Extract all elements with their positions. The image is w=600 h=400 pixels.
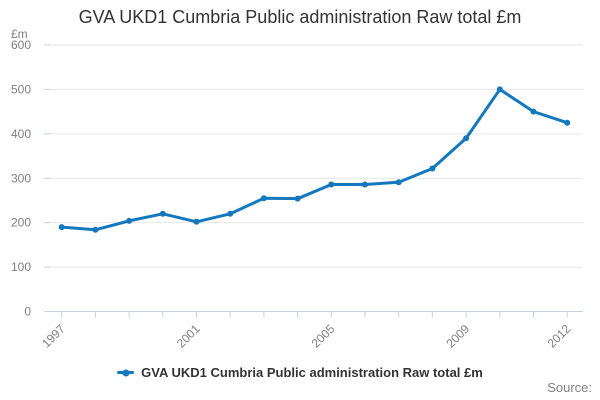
y-tick-label: 200: [11, 216, 31, 230]
data-point-marker: [260, 195, 267, 202]
data-point-marker: [530, 108, 537, 115]
data-point-marker: [58, 224, 65, 231]
data-point-marker: [227, 210, 234, 217]
data-point-marker: [362, 181, 368, 188]
data-point-marker: [429, 165, 436, 172]
source-label: Source:: [547, 380, 592, 395]
y-tick-label: 500: [11, 82, 31, 96]
x-tick-label: 2009: [443, 321, 472, 350]
y-tick-label: 400: [11, 127, 31, 141]
data-point-marker: [328, 181, 335, 188]
y-tick-label: 300: [11, 171, 31, 185]
data-point-marker: [126, 217, 133, 224]
data-point-marker: [92, 226, 99, 233]
y-axis-title: £m: [11, 27, 28, 41]
y-tick-label: 0: [24, 305, 31, 319]
x-tick-label: 1997: [39, 321, 68, 350]
data-point-marker: [395, 179, 402, 186]
y-tick-label: 600: [11, 38, 31, 52]
legend[interactable]: GVA UKD1 Cumbria Public administration R…: [0, 365, 600, 380]
data-point-marker: [463, 135, 470, 142]
x-tick-label: 2012: [545, 321, 574, 350]
data-line: [60, 87, 569, 232]
x-tick-label: 2001: [174, 321, 203, 350]
data-point-marker: [159, 210, 166, 217]
data-point-marker: [564, 119, 571, 126]
data-point-marker: [496, 86, 503, 93]
chart-title: GVA UKD1 Cumbria Public administration R…: [78, 7, 522, 27]
legend-line-marker: [117, 369, 135, 376]
legend-dot-icon: [122, 369, 130, 376]
data-point-marker: [193, 218, 200, 225]
x-tick-label: 2005: [309, 321, 338, 350]
y-tick-label: 100: [11, 260, 31, 274]
legend-label: GVA UKD1 Cumbria Public administration R…: [141, 365, 483, 380]
data-point-marker: [294, 195, 301, 202]
